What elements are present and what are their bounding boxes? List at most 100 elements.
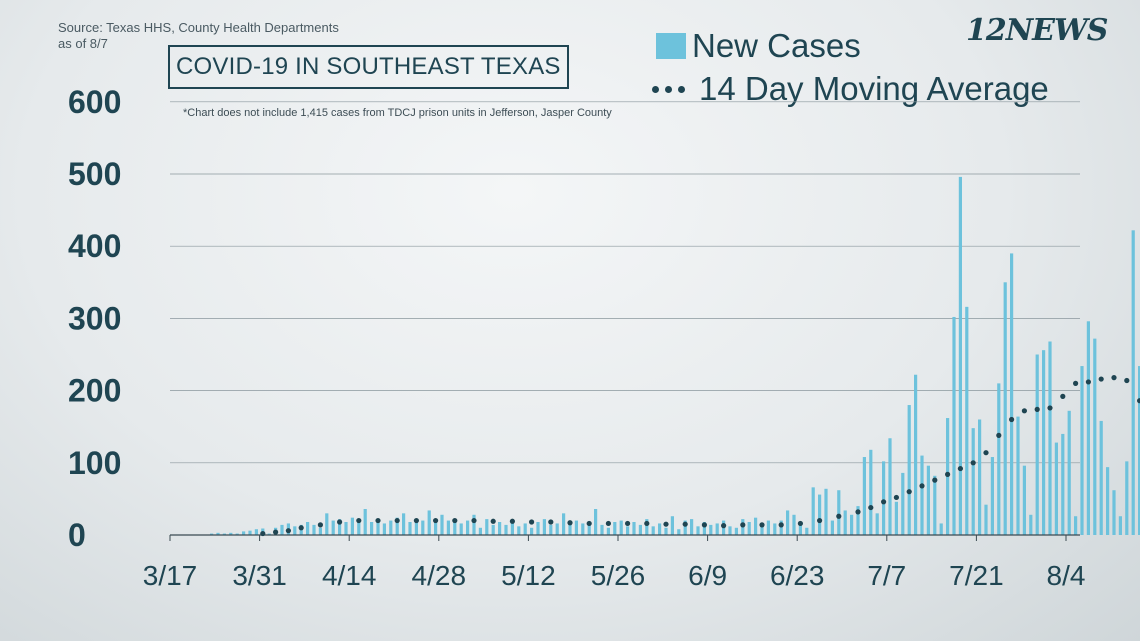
bar xyxy=(530,527,534,535)
moving-average-dot xyxy=(1060,393,1066,399)
bar xyxy=(632,522,636,535)
bar xyxy=(562,513,566,535)
bar xyxy=(1080,366,1084,535)
bar xyxy=(619,520,623,535)
moving-average-dot xyxy=(317,522,323,528)
bar xyxy=(1099,420,1103,535)
bar xyxy=(395,517,399,535)
bar xyxy=(830,520,834,535)
bar xyxy=(914,374,918,535)
bar xyxy=(786,510,790,535)
bar xyxy=(805,527,809,535)
bar xyxy=(709,524,713,535)
bar xyxy=(843,510,847,535)
bar xyxy=(1125,461,1129,535)
moving-average-dot xyxy=(919,483,925,489)
bar xyxy=(613,522,617,535)
moving-average-dot xyxy=(490,518,496,524)
x-tick-label: 8/4 xyxy=(1047,560,1086,591)
moving-average-dot xyxy=(375,517,381,524)
bar xyxy=(626,526,630,535)
bar xyxy=(267,533,271,535)
bar xyxy=(920,455,924,535)
bar xyxy=(1061,433,1065,535)
moving-average-dot xyxy=(701,522,708,528)
bar xyxy=(517,526,521,535)
bar xyxy=(222,533,226,535)
moving-average-dot xyxy=(740,522,746,528)
x-tick-label: 3/17 xyxy=(143,560,198,591)
x-tick-label: 6/9 xyxy=(688,560,727,591)
bar xyxy=(235,533,239,535)
legend-label-new-cases: New Cases xyxy=(692,27,861,64)
bar xyxy=(248,530,252,535)
bar xyxy=(997,383,1001,535)
bar xyxy=(1048,341,1052,535)
moving-average-dot xyxy=(970,460,976,466)
bar xyxy=(293,526,297,535)
moving-average-dot xyxy=(298,525,304,531)
bar xyxy=(856,506,860,535)
bar xyxy=(888,438,892,535)
bar xyxy=(485,519,489,535)
bar xyxy=(600,524,604,535)
y-tick-label: 100 xyxy=(68,445,121,481)
moving-average-dot xyxy=(1085,379,1091,385)
bar xyxy=(325,513,329,535)
bar xyxy=(792,514,796,535)
moving-average-dot xyxy=(509,518,515,524)
bar xyxy=(1010,253,1014,536)
bar xyxy=(664,527,668,535)
bar xyxy=(574,520,578,535)
bar xyxy=(1029,514,1033,535)
moving-average-dot xyxy=(957,465,964,472)
bar xyxy=(472,514,476,535)
bar xyxy=(427,510,431,535)
moving-average-dot xyxy=(906,489,912,495)
bar xyxy=(504,524,508,535)
bar xyxy=(594,509,598,535)
bar xyxy=(760,524,764,535)
bar xyxy=(850,514,854,535)
bar xyxy=(510,519,514,535)
y-tick-label: 0 xyxy=(68,517,86,553)
bar xyxy=(363,509,367,535)
bar xyxy=(862,457,866,535)
bar xyxy=(306,522,310,535)
y-tick-label: 300 xyxy=(68,300,121,336)
moving-average-dot xyxy=(1034,406,1040,412)
bar xyxy=(1086,321,1090,535)
y-tick-label: 200 xyxy=(68,373,121,409)
bar xyxy=(376,519,380,535)
moving-average-dot xyxy=(1124,377,1130,384)
legend-label-moving-average: 14 Day Moving Average xyxy=(699,70,1049,107)
legend-dot-swatch xyxy=(652,85,691,93)
moving-average-dot xyxy=(1009,416,1015,423)
bar xyxy=(1003,282,1007,535)
bar xyxy=(312,524,316,535)
y-tick-label: 600 xyxy=(68,84,121,120)
bar xyxy=(414,519,418,535)
moving-average-dot xyxy=(337,519,343,525)
chart-footnote: *Chart does not include 1,415 cases from… xyxy=(183,107,612,119)
bar xyxy=(350,517,354,535)
moving-average-dot xyxy=(548,519,554,525)
y-tick-label: 400 xyxy=(68,228,121,264)
bar xyxy=(766,520,770,535)
bar xyxy=(811,487,815,535)
moving-average-dot xyxy=(983,450,989,456)
bar xyxy=(1042,350,1046,535)
bar xyxy=(1022,465,1026,535)
bar xyxy=(901,472,905,535)
bar xyxy=(651,526,655,535)
bar xyxy=(229,532,233,535)
bar xyxy=(773,523,777,535)
x-tick-label: 6/23 xyxy=(770,560,825,591)
bar xyxy=(606,527,610,535)
bar xyxy=(754,517,758,535)
bar xyxy=(990,457,994,535)
bar xyxy=(984,504,988,535)
bar xyxy=(747,522,751,535)
bar xyxy=(370,522,374,535)
